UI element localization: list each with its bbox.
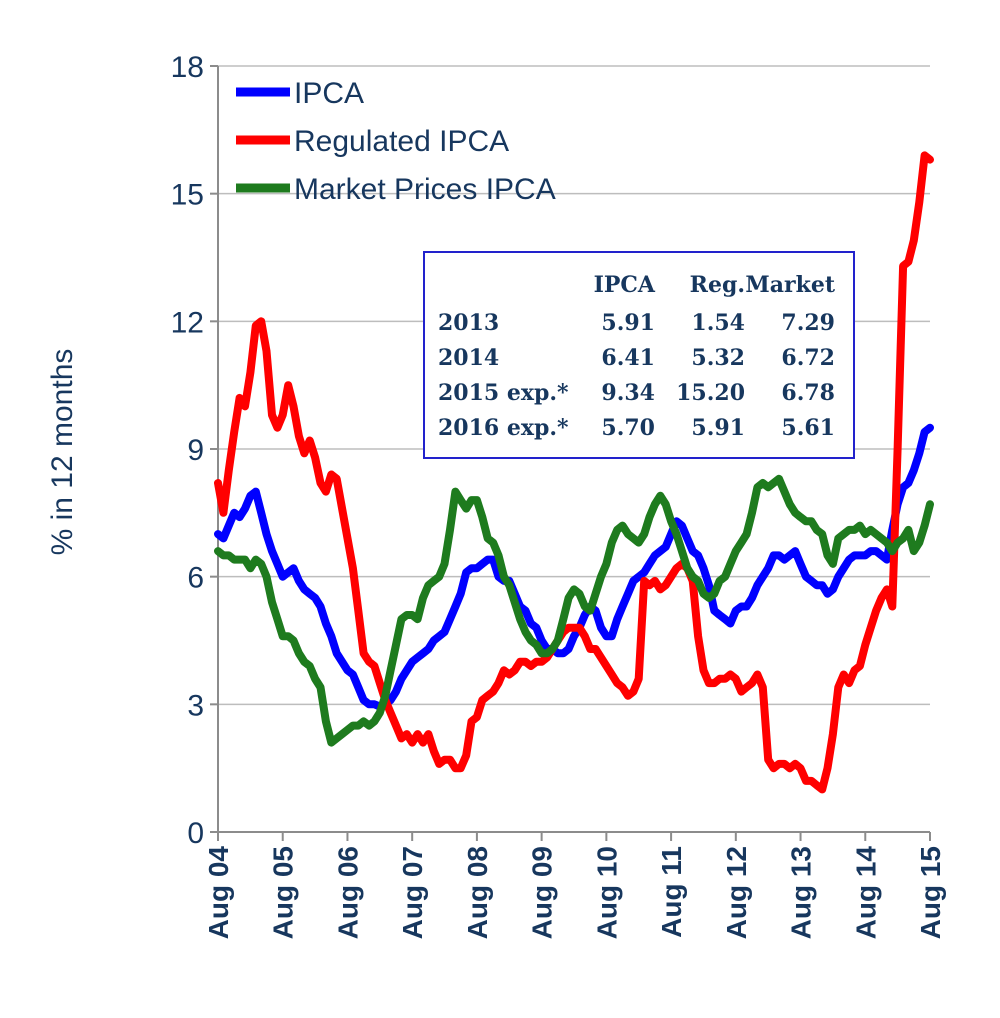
table-cell: 6.72 — [781, 345, 835, 371]
table-cell: 15.20 — [676, 380, 745, 406]
y-tick-label: 18 — [171, 51, 204, 84]
table-cell: 5.32 — [691, 345, 745, 371]
axis-layer: 0 3 6 9 12 15 18 Aug 04 Aug 05 Aug 06 Aug 07 Aug 08… — [171, 51, 946, 939]
x-tick-label: Aug 13 — [786, 846, 817, 939]
y-tick-label: 6 — [187, 562, 204, 595]
table-cell: 5.70 — [601, 415, 655, 441]
table-cell: 9.34 — [601, 380, 655, 406]
x-tick-label: Aug 09 — [527, 846, 558, 939]
table-cell: 5.61 — [781, 415, 835, 441]
x-tick-label: Aug 06 — [332, 846, 363, 939]
y-tick-label: 12 — [171, 306, 204, 339]
table-header-cell: Reg. — [690, 272, 745, 298]
x-tick-label: Aug 14 — [850, 846, 881, 940]
x-tick-label: Aug 08 — [462, 846, 493, 939]
x-tick-label: Aug 04 — [203, 846, 234, 940]
y-tick-label: 9 — [187, 434, 204, 467]
summary-table: IPCA Reg. Market 2013 5.91 1.54 7.29 2014 6.41 5.… — [423, 251, 855, 459]
legend-label: Market Prices IPCA — [294, 173, 556, 206]
table-cell: 5.91 — [601, 310, 655, 336]
table-cell: 6.41 — [601, 345, 655, 371]
table-header-cell: Market — [745, 272, 835, 298]
table-header-cell: IPCA — [594, 272, 656, 298]
table-cell: 2013 — [438, 310, 499, 336]
x-tick-label: Aug 12 — [721, 846, 752, 939]
table-cell: 2014 — [438, 345, 499, 371]
series-layer — [214, 151, 934, 794]
legend-label: Regulated IPCA — [294, 125, 509, 158]
x-tick-label: Aug 07 — [397, 846, 428, 939]
y-axis-title: % in 12 months — [46, 349, 79, 556]
table-cell: 2015 exp.* — [438, 380, 569, 406]
table-cell: 2016 exp.* — [438, 415, 569, 441]
table-cell: 7.29 — [781, 310, 835, 336]
y-tick-label: 3 — [187, 689, 204, 722]
table-cell: 6.78 — [781, 380, 835, 406]
x-tick-label: Aug 05 — [268, 846, 299, 939]
table-cell: 5.91 — [691, 415, 745, 441]
x-tick-label: Aug 10 — [591, 846, 622, 939]
summary-table-frame — [423, 251, 855, 459]
x-tick-label: Aug 11 — [656, 846, 687, 938]
legend: IPCA Regulated IPCA Market Prices IPCA — [236, 77, 556, 206]
legend-label: IPCA — [294, 77, 364, 110]
x-tick-label: Aug 15 — [915, 846, 946, 939]
series-line-regulated-ipca — [214, 151, 934, 794]
series-line-market-prices-ipca — [214, 474, 934, 747]
y-tick-label: 15 — [171, 179, 204, 212]
table-cell: 1.54 — [691, 310, 745, 336]
y-tick-label: 0 — [187, 817, 204, 850]
series-line-ipca — [214, 423, 934, 711]
